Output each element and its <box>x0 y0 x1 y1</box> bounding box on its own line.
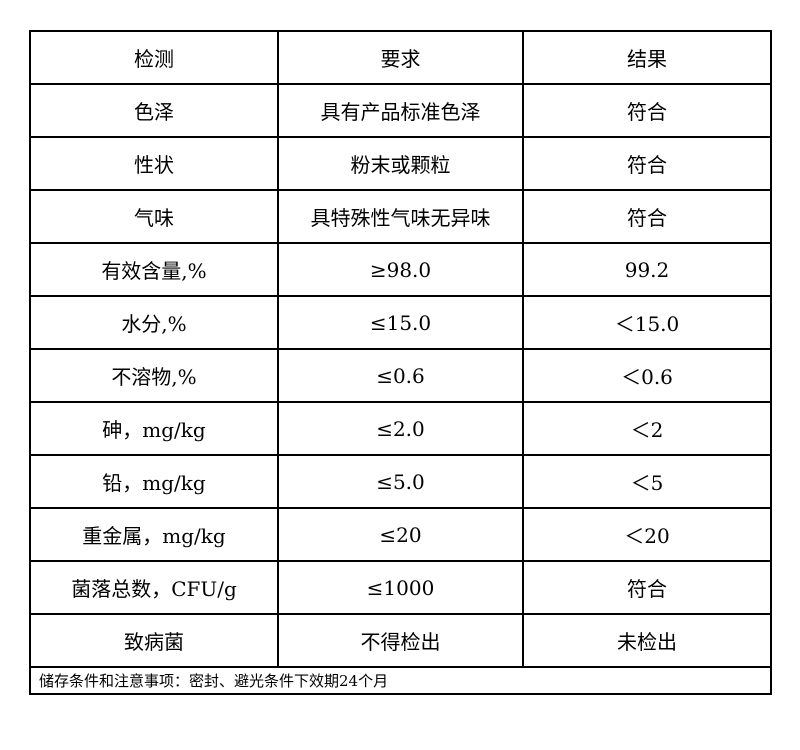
cell-requirement: 具有产品标准色泽 <box>277 83 524 138</box>
header-row: 检测 要求 结果 <box>29 30 772 85</box>
cell-test-item: 不溶物,% <box>29 348 279 403</box>
cell-test-item: 有效含量,% <box>29 242 279 297</box>
cell-test-item: 铅，mg/kg <box>29 454 279 509</box>
cell-requirement: ≤5.0 <box>277 454 524 509</box>
header-result: 结果 <box>522 30 772 85</box>
cell-requirement: 粉末或颗粒 <box>277 136 524 191</box>
cell-result: ＜5 <box>522 454 772 509</box>
cell-result: 符合 <box>522 83 772 138</box>
cell-requirement: ≤0.6 <box>277 348 524 403</box>
cell-requirement: 不得检出 <box>277 613 524 668</box>
table-row: 铅，mg/kg ≤5.0 ＜5 <box>29 454 772 509</box>
cell-test-item: 性状 <box>29 136 279 191</box>
cell-result: ＜0.6 <box>522 348 772 403</box>
cell-result: 未检出 <box>522 613 772 668</box>
cell-requirement: ≤15.0 <box>277 295 524 350</box>
header-test: 检测 <box>29 30 279 85</box>
cell-result: ＜2 <box>522 401 772 456</box>
table-row: 致病菌 不得检出 未检出 <box>29 613 772 668</box>
cell-test-item: 菌落总数，CFU/g <box>29 560 279 615</box>
table-row: 色泽 具有产品标准色泽 符合 <box>29 83 772 138</box>
header-requirement: 要求 <box>277 30 524 85</box>
footer-row: 储存条件和注意事项：密封、避光条件下效期24个月 <box>29 666 772 695</box>
cell-result: ＜20 <box>522 507 772 562</box>
cell-requirement: ≥98.0 <box>277 242 524 297</box>
cell-test-item: 砷，mg/kg <box>29 401 279 456</box>
storage-note: 储存条件和注意事项：密封、避光条件下效期24个月 <box>29 666 772 695</box>
cell-result: 符合 <box>522 560 772 615</box>
cell-requirement: ≤1000 <box>277 560 524 615</box>
table-row: 性状 粉末或颗粒 符合 <box>29 136 772 191</box>
cell-test-item: 色泽 <box>29 83 279 138</box>
cell-requirement: ≤20 <box>277 507 524 562</box>
cell-result: ＜15.0 <box>522 295 772 350</box>
cell-result: 符合 <box>522 189 772 244</box>
cell-test-item: 气味 <box>29 189 279 244</box>
cell-test-item: 致病菌 <box>29 613 279 668</box>
cell-result: 符合 <box>522 136 772 191</box>
inspection-table: 检测 要求 结果 色泽 具有产品标准色泽 符合 性状 粉末或颗粒 符合 气味 具特殊性气味无异… <box>29 30 772 695</box>
table-row: 气味 具特殊性气味无异味 符合 <box>29 189 772 244</box>
cell-test-item: 重金属，mg/kg <box>29 507 279 562</box>
table-row: 砷，mg/kg ≤2.0 ＜2 <box>29 401 772 456</box>
cell-result: 99.2 <box>522 242 772 297</box>
table-row: 重金属，mg/kg ≤20 ＜20 <box>29 507 772 562</box>
cell-test-item: 水分,% <box>29 295 279 350</box>
table-row: 有效含量,% ≥98.0 99.2 <box>29 242 772 297</box>
table-row: 菌落总数，CFU/g ≤1000 符合 <box>29 560 772 615</box>
cell-requirement: ≤2.0 <box>277 401 524 456</box>
table-row: 水分,% ≤15.0 ＜15.0 <box>29 295 772 350</box>
cell-requirement: 具特殊性气味无异味 <box>277 189 524 244</box>
table-row: 不溶物,% ≤0.6 ＜0.6 <box>29 348 772 403</box>
